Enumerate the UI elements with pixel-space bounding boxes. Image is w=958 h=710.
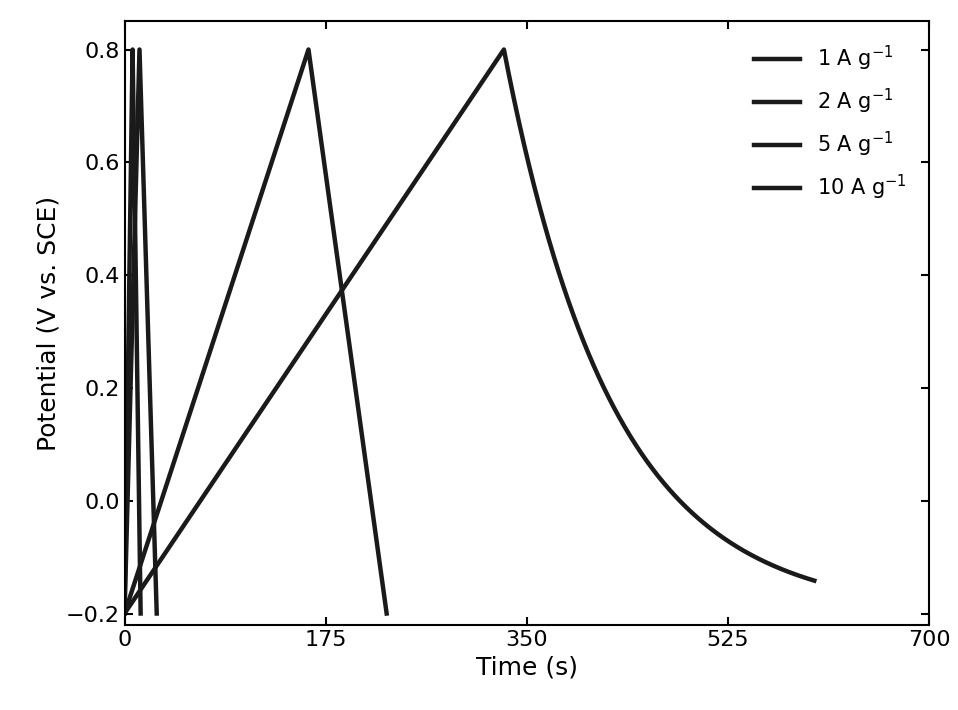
Y-axis label: Potential (V vs. SCE): Potential (V vs. SCE) [36, 195, 60, 451]
X-axis label: Time (s): Time (s) [476, 655, 578, 679]
Legend: 1 A g$^{-1}$, 2 A g$^{-1}$, 5 A g$^{-1}$, 10 A g$^{-1}$: 1 A g$^{-1}$, 2 A g$^{-1}$, 5 A g$^{-1}$… [741, 32, 919, 214]
